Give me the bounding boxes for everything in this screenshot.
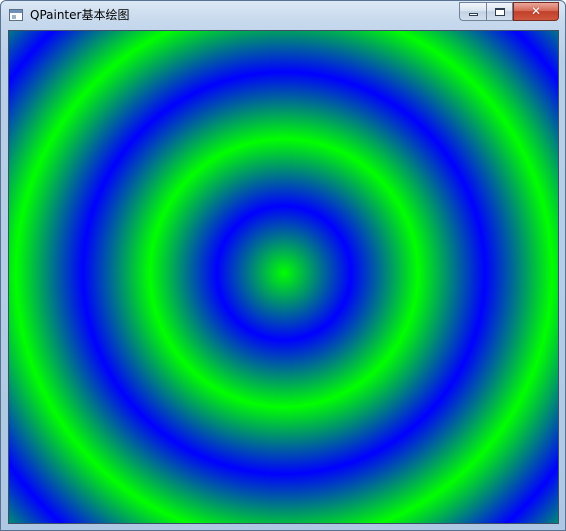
- minimize-icon: [468, 12, 478, 16]
- close-button[interactable]: ✕: [513, 2, 559, 21]
- close-icon: ✕: [530, 4, 542, 18]
- minimize-button[interactable]: [459, 2, 486, 21]
- title-bar[interactable]: QPainter基本绘图 ✕: [1, 1, 565, 29]
- maximize-button[interactable]: [486, 2, 513, 21]
- app-window-icon[interactable]: [9, 9, 23, 21]
- painter-canvas: [9, 31, 558, 523]
- client-area: [8, 30, 559, 524]
- maximize-icon: [494, 7, 505, 16]
- caption-buttons: ✕: [459, 2, 559, 21]
- window-title: QPainter基本绘图: [30, 8, 130, 22]
- gradient-fill-rect: [9, 31, 558, 523]
